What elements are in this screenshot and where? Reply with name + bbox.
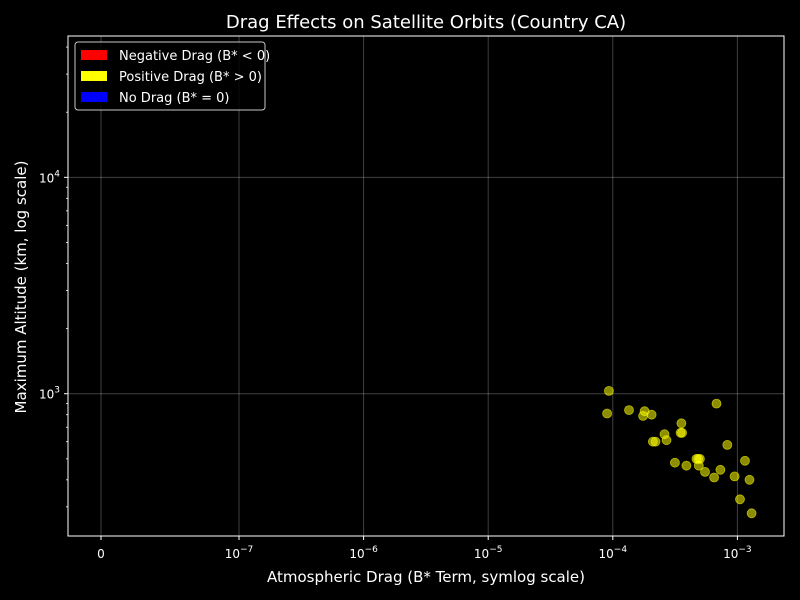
scatter-points	[602, 385, 757, 519]
legend: Negative Drag (B* < 0) Positive Drag (B* …	[74, 41, 270, 111]
data-point	[709, 472, 719, 483]
data-point	[677, 427, 687, 438]
legend-label: No Drag (B* = 0)	[119, 91, 230, 106]
data-point	[681, 460, 692, 471]
x-tick-label: 10−6	[349, 545, 378, 561]
data-point	[744, 474, 755, 485]
y-axis-ticks: 103 104	[39, 46, 68, 508]
y-tick-label: 103	[39, 386, 60, 402]
gridlines	[68, 36, 784, 536]
data-point	[604, 385, 614, 396]
x-tick-label: 10−3	[723, 545, 752, 561]
data-point	[646, 409, 657, 420]
data-point	[650, 436, 661, 447]
data-point	[676, 418, 687, 429]
x-axis-label: Atmospheric Drag (B* Term, symlog scale)	[267, 568, 585, 586]
y-axis-label: Maximum Altitude (km, log scale)	[12, 161, 30, 414]
data-point	[602, 408, 612, 419]
x-tick-label: 10−4	[599, 545, 628, 561]
legend-swatch	[81, 92, 107, 102]
legend-label: Positive Drag (B* > 0)	[119, 70, 262, 85]
legend-label: Negative Drag (B* < 0)	[119, 49, 270, 64]
data-point	[729, 471, 740, 482]
y-tick-label: 104	[39, 169, 60, 185]
data-point	[722, 439, 733, 450]
data-point	[735, 494, 745, 505]
data-point	[746, 508, 757, 519]
legend-swatch	[81, 50, 107, 60]
data-point	[700, 466, 710, 477]
data-point	[693, 460, 704, 471]
legend-swatch	[81, 71, 107, 81]
x-tick-label: 10−5	[474, 545, 503, 561]
chart-title: Drag Effects on Satellite Orbits (Countr…	[226, 12, 626, 33]
plot-frame	[67, 35, 785, 537]
x-axis-ticks: 0 10−7 10−6 10−5 10−4 10−3	[97, 536, 752, 561]
data-point	[624, 405, 634, 416]
data-point	[661, 435, 672, 446]
x-tick-label: 0	[97, 547, 105, 561]
data-point	[711, 398, 722, 409]
legend-box	[74, 41, 266, 111]
data-point	[715, 464, 726, 475]
data-point	[670, 457, 680, 468]
x-tick-label: 10−7	[225, 545, 254, 561]
data-point	[740, 455, 750, 466]
